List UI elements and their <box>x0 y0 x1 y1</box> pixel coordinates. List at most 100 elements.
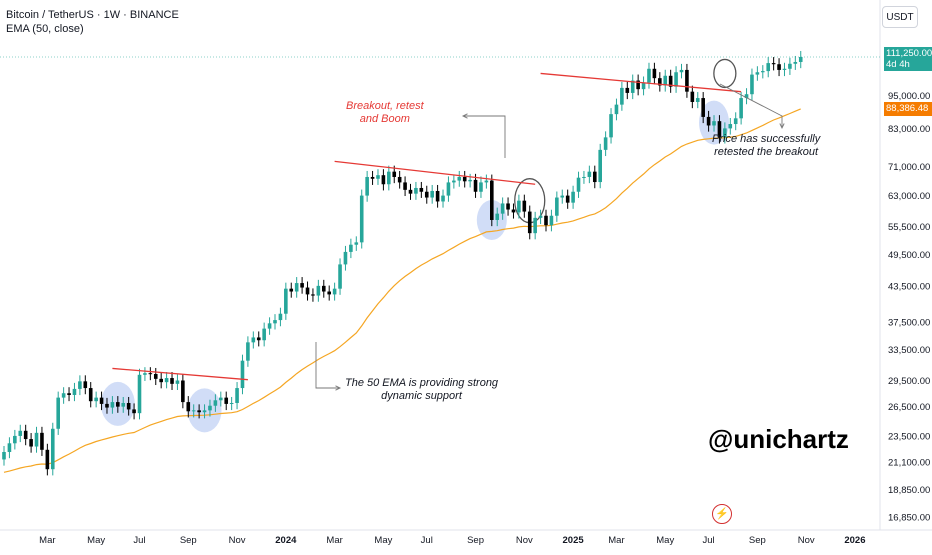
candle-body <box>18 430 23 436</box>
tradingview-logo-icon[interactable]: ⚡ <box>712 504 732 524</box>
price-tick-label: 83,000.00 <box>888 124 930 135</box>
candle-body <box>446 182 451 196</box>
time-tick-label: Sep <box>749 535 766 546</box>
candle-body <box>132 409 136 414</box>
candle-body <box>625 87 630 93</box>
price-tick-label: 37,500.00 <box>888 318 930 329</box>
candle-body <box>300 283 304 288</box>
candle-body <box>170 378 174 384</box>
time-tick-label: Jul <box>421 535 433 546</box>
candle-body <box>40 432 44 450</box>
candle-body <box>359 195 364 243</box>
retest-annotation-line-1: Price has successfully <box>712 133 821 145</box>
ema-50-line <box>3 108 801 473</box>
candle-body <box>560 195 565 198</box>
price-tick-label: 21,100.00 <box>888 458 930 469</box>
currency-button[interactable]: USDT <box>882 6 918 28</box>
price-tick-label: 33,500.00 <box>888 345 930 356</box>
candle-body <box>45 449 50 470</box>
price-tick-label: 16,850.00 <box>888 513 930 524</box>
resistance-trendline <box>334 160 536 185</box>
price-tick-label: 29,500.00 <box>888 376 930 387</box>
candle-body <box>582 176 586 178</box>
candle-body <box>321 285 326 292</box>
trendlines-layer <box>112 72 785 391</box>
candle-body <box>251 337 256 343</box>
candle-body <box>29 439 33 447</box>
candle-body <box>484 180 489 183</box>
candle-body <box>636 80 640 90</box>
breakout-annotation-line-1: Breakout, retest <box>346 100 424 112</box>
candle-body <box>755 72 760 75</box>
candle-body <box>500 203 505 214</box>
candle-body <box>235 388 239 403</box>
candle-body <box>517 200 521 213</box>
candle-body <box>506 203 510 210</box>
candle-body <box>61 393 66 398</box>
ema-support-annotation: The 50 EMA is providing strong dynamic s… <box>345 377 498 403</box>
time-tick-label: May <box>87 535 105 546</box>
candle-body <box>717 121 722 138</box>
time-tick-label: Mar <box>39 535 55 546</box>
candle-body <box>538 215 543 218</box>
candle-body <box>555 197 559 216</box>
candle-body <box>99 397 104 404</box>
price-tick-label: 49,500.00 <box>888 250 930 261</box>
candle-body <box>544 215 548 226</box>
candle-body <box>565 195 570 203</box>
candle-body <box>164 378 169 383</box>
chart-legend: Bitcoin / TetherUS · 1W · BINANCE EMA (5… <box>6 8 179 36</box>
ema-support-annotation-line-1: The 50 EMA is providing strong <box>345 377 499 389</box>
candle-body <box>777 64 781 70</box>
ema-support-annotation-line-2: dynamic support <box>381 390 462 402</box>
time-tick-label: Mar <box>608 535 624 546</box>
time-tick-label: 2026 <box>844 535 865 546</box>
candle-body <box>186 402 191 412</box>
candle-body <box>652 68 657 79</box>
candle-body <box>793 61 798 64</box>
candle-body <box>7 443 12 453</box>
candle-body <box>278 313 283 321</box>
candle-body <box>262 328 266 341</box>
candle-body <box>56 397 60 429</box>
candle-body <box>479 182 483 192</box>
price-tick-label: 63,000.00 <box>888 191 930 202</box>
candle-body <box>213 400 218 406</box>
candle-body <box>349 244 353 252</box>
candle-body <box>630 80 635 93</box>
candle-body <box>246 342 250 361</box>
last-price-tag: 111,250.00 4d 4h <box>884 47 932 71</box>
breakout-annotation-line-2: and Boom <box>359 113 410 125</box>
candle-body <box>695 98 700 102</box>
candle-body <box>316 285 321 296</box>
candle-body <box>126 402 131 410</box>
time-tick-label: Sep <box>180 535 197 546</box>
price-tick-label: 26,500.00 <box>888 402 930 413</box>
candle-body <box>23 430 28 440</box>
candle-body <box>603 137 608 150</box>
retest-annotation-line-2: retested the breakout <box>714 146 819 158</box>
retest-circle <box>713 58 737 89</box>
price-tick-label: 55,500.00 <box>888 222 930 233</box>
ema-indicator-label[interactable]: EMA (50, close) <box>6 23 84 35</box>
candle-body <box>284 288 288 314</box>
candle-body <box>143 373 147 375</box>
candle-body <box>761 71 765 73</box>
candle-body <box>462 176 467 182</box>
candle-body <box>208 405 212 411</box>
time-tick-label: 2025 <box>563 535 585 546</box>
ema-layer <box>3 108 801 473</box>
candle-body <box>674 72 678 87</box>
candle-body <box>13 435 17 444</box>
retest-arrow <box>719 83 783 128</box>
candle-body <box>771 63 776 65</box>
price-tick-label: 23,500.00 <box>888 431 930 442</box>
candle-body <box>549 215 554 226</box>
candle-body <box>468 179 472 182</box>
symbol-title[interactable]: Bitcoin / TetherUS · 1W · BINANCE <box>6 9 179 21</box>
candle-body <box>685 69 689 92</box>
ema-support-arrow <box>315 342 340 389</box>
candle-body <box>343 251 348 265</box>
